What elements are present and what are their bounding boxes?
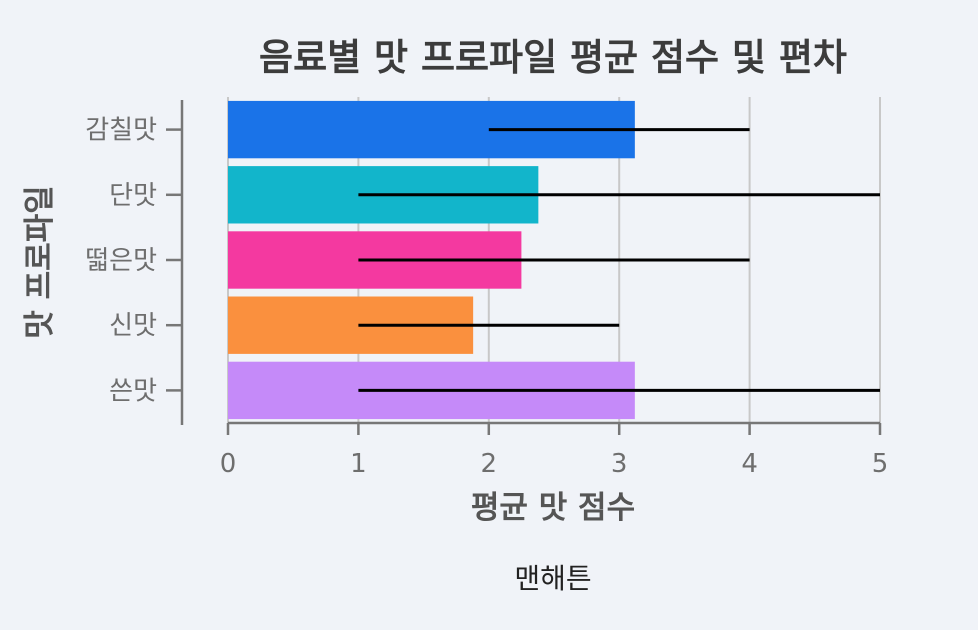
y-tick-label: 감칠맛 xyxy=(85,116,157,146)
x-tick-label: 5 xyxy=(872,449,889,479)
x-axis-label: 평균 맛 점수 xyxy=(471,490,635,526)
y-tick-label: 신맛 xyxy=(109,311,157,341)
x-ticks-layer: 0 1 2 3 4 5 xyxy=(220,423,889,479)
error-bars-layer xyxy=(358,128,880,392)
chart-title: 음료별 맛 프로파일 평균 점수 및 편차 xyxy=(259,36,847,79)
x-tick-label: 1 xyxy=(350,449,367,479)
x-tick-label: 4 xyxy=(741,449,758,479)
legend-label: 맨해튼 xyxy=(514,562,591,595)
y-tick-label: 단맛 xyxy=(109,181,157,211)
y-tick-label: 떫은맛 xyxy=(85,246,157,276)
y-axis-label: 맛 프로파일 xyxy=(22,185,58,338)
x-tick-label: 2 xyxy=(481,449,498,479)
x-tick-label: 0 xyxy=(220,449,237,479)
y-tick-label: 쓴맛 xyxy=(109,376,157,406)
x-tick-label: 3 xyxy=(611,449,628,479)
